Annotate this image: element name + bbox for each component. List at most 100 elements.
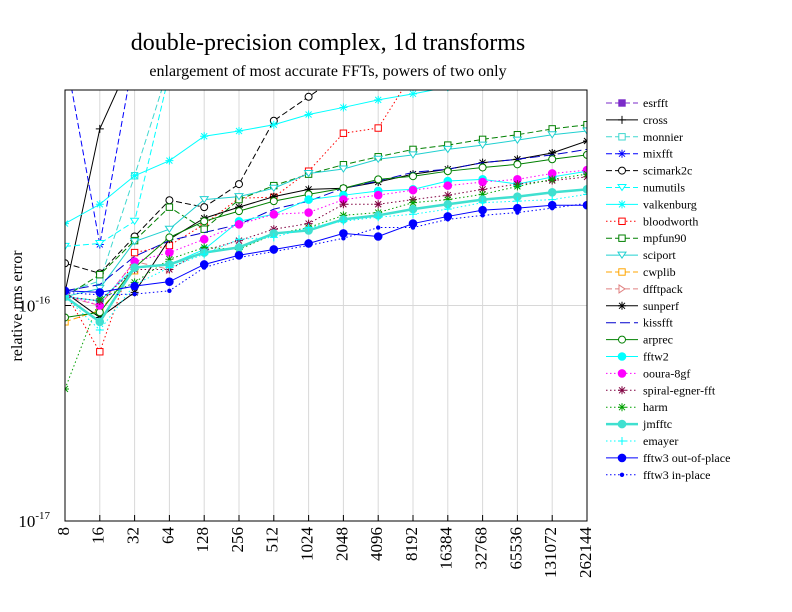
x-tick-label: 1024 xyxy=(298,527,317,562)
marker xyxy=(618,115,626,124)
marker xyxy=(374,213,383,222)
marker xyxy=(512,136,523,145)
series xyxy=(65,90,166,251)
marker xyxy=(548,125,556,133)
marker xyxy=(269,209,279,219)
x-tick-label: 16 xyxy=(89,527,108,544)
series-line xyxy=(65,154,587,318)
marker xyxy=(200,250,209,259)
marker xyxy=(234,243,244,252)
marker xyxy=(304,185,313,194)
x-tick-label: 512 xyxy=(263,527,282,553)
marker xyxy=(618,301,626,310)
series xyxy=(65,201,587,298)
series-line xyxy=(65,90,166,247)
marker xyxy=(304,208,313,217)
marker xyxy=(617,419,627,429)
legend-label: ooura-8gf xyxy=(643,366,690,380)
legend-label: numutils xyxy=(643,181,685,195)
grid xyxy=(65,90,587,521)
marker xyxy=(94,239,105,248)
x-tick-label: 8192 xyxy=(402,527,421,561)
series-line xyxy=(71,90,129,245)
x-tick-label: 32 xyxy=(124,527,143,544)
marker xyxy=(235,180,243,189)
marker xyxy=(374,124,382,132)
tick-base: 10 xyxy=(18,297,35,316)
marker xyxy=(617,184,627,192)
legend-label: mpfun90 xyxy=(643,231,686,245)
plot-area xyxy=(65,90,587,393)
marker xyxy=(443,195,452,204)
marker xyxy=(478,198,487,207)
marker xyxy=(97,292,103,298)
marker xyxy=(65,259,69,268)
marker xyxy=(373,190,383,200)
marker xyxy=(550,205,555,211)
y-tick-label: 10-16 xyxy=(18,295,50,316)
marker xyxy=(235,235,243,244)
series-line xyxy=(65,193,587,331)
legend-label: esrfft xyxy=(643,96,669,110)
marker xyxy=(376,225,381,230)
marker xyxy=(95,308,104,317)
legend-label: jmfftc xyxy=(642,417,672,431)
marker xyxy=(200,132,209,141)
axes: 8 16 32 64 128 256 512 1024 2048 4096 8192 16384 327… xyxy=(18,295,595,579)
series-line xyxy=(65,204,587,293)
marker xyxy=(548,155,557,164)
marker xyxy=(618,268,626,276)
legend-label: kissfft xyxy=(643,316,673,330)
marker xyxy=(584,201,587,206)
marker xyxy=(618,133,626,141)
marker xyxy=(65,318,69,326)
marker xyxy=(338,165,349,173)
chart-subtitle: enlargement of most accurate FFTs, power… xyxy=(149,63,506,80)
marker xyxy=(95,325,104,334)
legend-label: fftw3 in-place xyxy=(643,468,710,482)
marker xyxy=(583,150,587,159)
series-line xyxy=(65,90,163,293)
y-axis-label: relative rms error xyxy=(9,250,26,362)
marker xyxy=(96,348,104,356)
marker xyxy=(130,248,139,257)
series-line xyxy=(65,148,587,292)
legend-label: scimark2c xyxy=(643,164,692,178)
marker xyxy=(548,175,557,184)
marker xyxy=(269,197,278,206)
marker xyxy=(619,472,625,477)
marker xyxy=(339,217,348,226)
series xyxy=(65,150,587,322)
legend-label: emayer xyxy=(643,434,678,448)
series-line xyxy=(65,170,587,302)
series xyxy=(65,190,587,334)
marker xyxy=(409,210,417,219)
marker xyxy=(202,265,207,270)
legend-label: cwplib xyxy=(643,265,676,279)
marker xyxy=(410,225,416,230)
marker xyxy=(445,217,450,222)
marker xyxy=(478,177,487,187)
marker xyxy=(132,291,137,297)
legend-label: fftw2 xyxy=(643,350,669,364)
tick-exponent: -16 xyxy=(35,295,50,307)
marker xyxy=(235,207,243,216)
marker xyxy=(65,242,70,251)
marker xyxy=(167,288,172,294)
marker xyxy=(617,352,627,361)
marker xyxy=(200,225,208,233)
marker xyxy=(199,234,209,244)
series xyxy=(65,148,587,292)
legend-label: monnier xyxy=(643,130,683,144)
series xyxy=(65,90,452,228)
series-line xyxy=(65,169,587,307)
legend-label: sunperf xyxy=(643,299,679,313)
series-line xyxy=(65,188,587,324)
marker xyxy=(339,229,348,238)
series-line xyxy=(65,173,587,390)
marker xyxy=(271,249,276,254)
marker xyxy=(304,92,313,101)
marker xyxy=(373,155,384,164)
marker xyxy=(304,195,313,204)
